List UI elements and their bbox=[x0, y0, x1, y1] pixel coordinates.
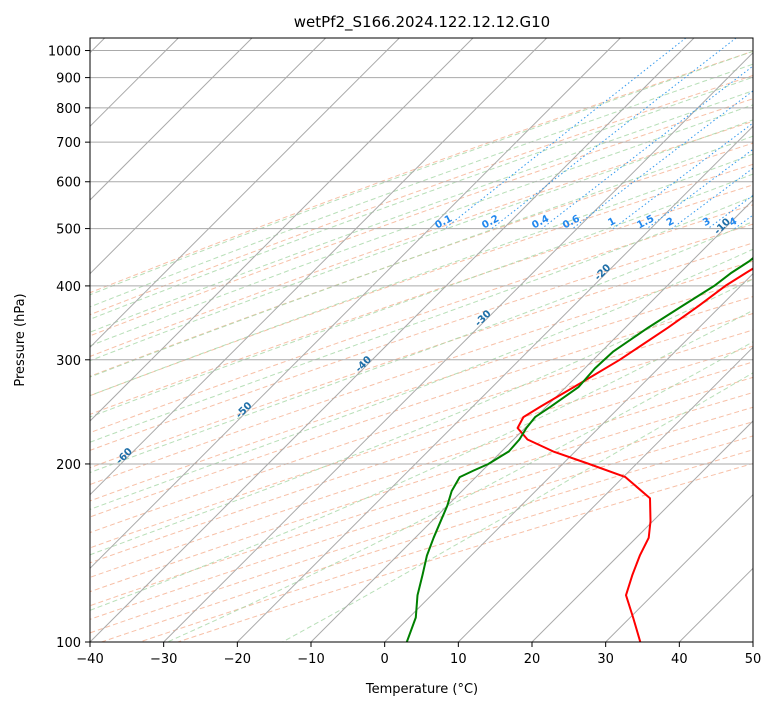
x-tick-label: 40 bbox=[671, 652, 688, 667]
y-tick-label: 800 bbox=[56, 102, 81, 117]
isotherm bbox=[90, 38, 621, 570]
y-tick-label: 1000 bbox=[48, 45, 81, 60]
temperature-line bbox=[516, 267, 753, 642]
dry-adiabat bbox=[90, 242, 753, 469]
moist-adiabat bbox=[90, 278, 753, 556]
dry-adiabat bbox=[90, 142, 753, 377]
isotherm bbox=[236, 125, 753, 642]
dry-adiabat bbox=[90, 98, 753, 337]
x-tick-label: 0 bbox=[381, 652, 389, 667]
x-tick-label: −10 bbox=[297, 652, 324, 667]
dry-adiabat bbox=[90, 376, 753, 593]
dry-adiabat bbox=[90, 295, 753, 518]
y-tick-label: 900 bbox=[56, 72, 81, 87]
x-tick-label: 30 bbox=[597, 652, 614, 667]
chart-title: wetPf2_S166.2024.122.12.12.G10 bbox=[294, 13, 550, 32]
moist-adiabat bbox=[90, 104, 753, 347]
y-tick-label: 700 bbox=[56, 136, 81, 151]
y-tick-label: 100 bbox=[56, 636, 81, 651]
dry-adiabat bbox=[90, 223, 753, 451]
y-tick-label: 300 bbox=[56, 354, 81, 369]
isotherm bbox=[90, 38, 695, 642]
mixing-ratio-line bbox=[541, 65, 753, 229]
y-tick-label: 200 bbox=[56, 458, 81, 473]
dry-adiabat bbox=[90, 312, 753, 534]
dry-adiabat bbox=[90, 50, 753, 294]
dry-adiabat bbox=[90, 278, 753, 502]
x-tick-label: −30 bbox=[150, 652, 177, 667]
mixing-ratio-line bbox=[572, 90, 753, 229]
moist-adiabat bbox=[90, 76, 753, 320]
plot-frame bbox=[89, 37, 754, 643]
isotherm bbox=[90, 38, 474, 422]
isotherm bbox=[90, 38, 253, 201]
x-tick-label: −20 bbox=[224, 652, 251, 667]
isotherm bbox=[163, 51, 753, 642]
x-tick-label: −40 bbox=[76, 652, 103, 667]
moist-adiabat bbox=[90, 220, 753, 474]
moist-adiabat bbox=[167, 341, 753, 642]
mixing-ratio-label: 2 bbox=[665, 216, 676, 229]
dewpoint-line bbox=[405, 256, 753, 642]
x-tick-label: 10 bbox=[450, 652, 467, 667]
y-tick-label: 500 bbox=[56, 223, 81, 238]
y-tick-label: 600 bbox=[56, 176, 81, 191]
x-tick-label: 50 bbox=[745, 652, 762, 667]
dry-adiabat bbox=[90, 329, 753, 549]
dry-adiabat bbox=[90, 163, 753, 397]
dry-adiabat bbox=[90, 361, 753, 578]
dry-adiabat bbox=[90, 345, 753, 564]
y-axis-label: Pressure (hPa) bbox=[13, 293, 28, 386]
axes: −40 −30 −20 −10 0 10 20 30 40 50 1000 900 800 700 600 5… bbox=[48, 45, 761, 667]
isotherm bbox=[531, 420, 753, 642]
isotherm bbox=[457, 346, 753, 642]
mixing-ratio-label: 3 bbox=[701, 216, 712, 229]
plot-area bbox=[90, 38, 753, 642]
dry-adiabat bbox=[90, 204, 753, 434]
x-axis-label: Temperature (°C) bbox=[365, 682, 478, 697]
x-tick-label: 20 bbox=[524, 652, 541, 667]
isotherm bbox=[384, 272, 753, 642]
isotherm bbox=[90, 38, 548, 496]
y-tick-label: 400 bbox=[56, 280, 81, 295]
isotherm bbox=[90, 38, 327, 275]
isotherm bbox=[605, 493, 753, 642]
mixing-ratio-label: 1 bbox=[606, 216, 617, 229]
moist-adiabat bbox=[90, 173, 753, 418]
moist-adiabat bbox=[90, 119, 753, 362]
mixing-ratio-line bbox=[671, 167, 753, 230]
isotherm bbox=[310, 199, 753, 642]
isotherm bbox=[90, 38, 400, 349]
mixing-ratio-label: 4 bbox=[728, 216, 739, 229]
dry-adiabat bbox=[90, 392, 753, 607]
